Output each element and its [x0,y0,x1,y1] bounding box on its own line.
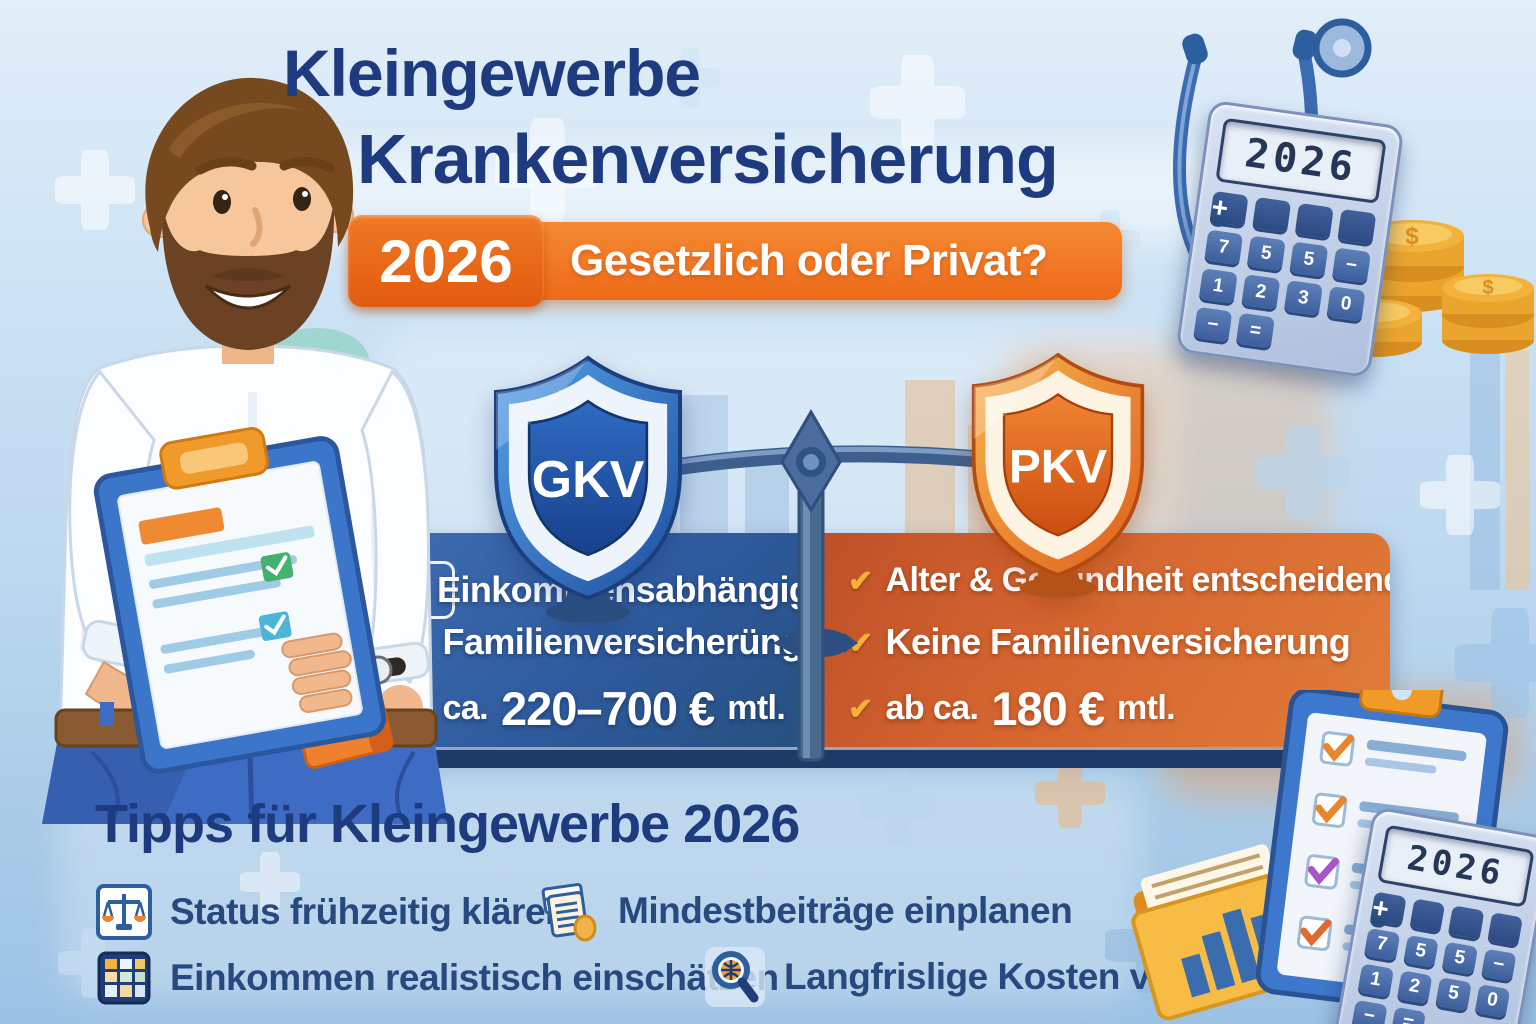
pkv-item-2: ✔ Keine Familienversicherung [848,621,1351,663]
pkv-cost-amount: 180 € [991,682,1105,735]
calc-key: 3 [1283,280,1323,316]
calc-key [1337,208,1377,245]
pkv-item-2-label: Keine Familienversicherung [885,621,1351,662]
banner-question: Gesetzlich oder Privat? [570,236,1048,285]
mustache [210,268,286,281]
tip-label: Status frühzeitig klären [170,891,568,932]
check-icon: ✔ [848,693,873,726]
pkv-item-1: ✔ Alter & Gesundheit entscheidend [848,561,1390,600]
year-badge: 2026 [348,215,544,307]
documents-stack-icon [541,883,597,942]
plus-decoration [870,55,965,150]
calc-key: 5 [1402,934,1439,968]
plus-decoration [495,118,600,223]
pkv-cost-suffix: mtl. [1116,689,1176,727]
plus-decoration [660,48,720,108]
calc-key: = [1390,1006,1427,1024]
businessman-illustration [42,77,448,824]
calc-key: − [1351,999,1388,1024]
calc-key: 0 [1474,983,1511,1018]
gkv-item-2-label: Familienversicherüng [442,621,804,662]
tip-label: Mindestbeiträge einplanen [618,890,1073,931]
calculator-grid-icon [97,951,151,1005]
year-banner: 2026 Gesetzlich oder Privat? [348,215,1122,307]
pkv-shield-label: PKV [1009,440,1107,493]
gkv-shield-label: GKV [532,451,645,509]
calculator-display-value: 2026 [1404,837,1508,895]
pkv-item-1-label: Alter & Gesundheit entscheidend [885,561,1390,599]
calc-key [1409,898,1446,932]
tip-item-1: Status frühzeitig klären [96,884,568,940]
magnifier-globe-icon [705,947,765,1007]
tip-item-2: Mindestbeiträge einplanen [538,880,1073,942]
gkv-cost-amount: 220–700 € [501,682,715,735]
pkv-shield: PKV [971,352,1145,598]
calc-key [1486,912,1523,946]
plus-decoration [1420,455,1500,535]
calc-key: 7 [1204,229,1244,266]
background-stripe [1470,330,1500,590]
page-title-line1: Kleingewerbe [283,36,701,110]
pkv-cost: ✔ ab ca. 180 € mtl. [848,681,1176,736]
calculator-keys: 7 5 5 − 1 2 5 + 0 − = [1351,891,1523,1024]
panel-shadow-strip [389,747,1385,768]
plus-decoration [1455,608,1536,718]
tip-item-3: Einkommen realistisch einschätzen [96,950,779,1006]
plus-decoration [55,150,135,230]
calc-key: 1 [1357,963,1394,997]
background-bar [745,455,789,540]
coin-symbol: $ [1482,277,1493,299]
gkv-item-2: ✔ Familienversicherüng [405,621,803,663]
calculator-display-value: 2026 [1242,130,1360,192]
calc-key [1294,202,1334,239]
calc-key [1448,905,1485,939]
calc-key: 0 [1326,286,1366,322]
calculator-top: 2026 7 5 5 − 1 2 3 + 0 − = [1175,99,1405,379]
hand [281,632,353,713]
calc-key: − [1193,306,1233,343]
mouth [204,284,292,310]
gkv-shield: GKV [494,355,682,623]
calc-key: 5 [1289,241,1329,278]
calc-key: 5 [1435,977,1472,1011]
plus-decoration [1035,758,1105,828]
pkv-cost-prefix: ab ca. [885,689,979,727]
calc-key: − [1480,948,1517,982]
gkv-cost-prefix: ca. [442,689,489,727]
plus-decoration [860,770,935,845]
plus-decoration [1255,425,1350,520]
calculator-display: 2026 [1215,117,1387,204]
page-title-line2: Krankenversicherung [357,120,1059,198]
check-icon: ✔ [848,626,873,660]
coin-symbol: $ [1405,223,1419,250]
calculator-keys: 7 5 5 − 1 2 3 + 0 − = [1193,190,1377,360]
calc-key: 2 [1396,970,1433,1004]
balance-scale-icon [96,884,152,940]
gkv-cost: ✔ ca. 220–700 € mtl. [405,681,786,736]
calc-key: 5 [1441,941,1478,975]
tip-label: Einkommen realistisch einschätzen [170,957,779,998]
calc-key: = [1235,312,1275,349]
calc-key: 7 [1363,927,1400,961]
calc-key [1252,196,1292,233]
calc-key: − [1331,247,1371,284]
calc-key: 1 [1198,268,1238,304]
background-stripe [1505,350,1529,590]
tips-heading: Tipps für Kleingewerbe 2026 [95,794,800,854]
calc-key: 2 [1241,274,1281,310]
check-icon: ✔ [848,565,873,598]
gkv-cost-suffix: mtl. [727,689,786,727]
plus-decoration [240,852,300,912]
calc-key: 5 [1246,235,1286,272]
